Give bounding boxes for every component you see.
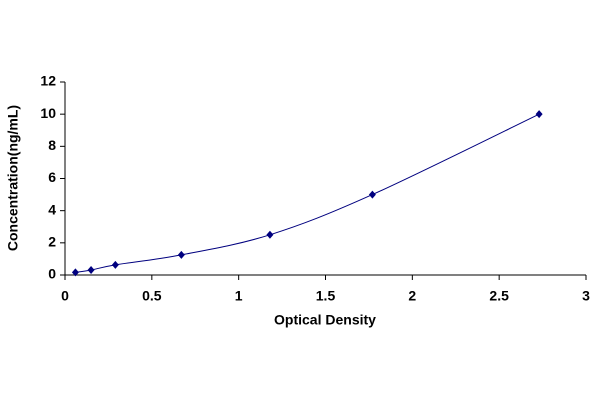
- x-tick-label: 2: [408, 288, 416, 304]
- y-tick-label: 8: [48, 137, 56, 153]
- y-tick-label: 6: [48, 169, 56, 185]
- x-tick-label: 2.5: [489, 288, 509, 304]
- x-tick-label: 0: [61, 288, 69, 304]
- marker: [87, 266, 95, 275]
- x-tick-label: 0.5: [142, 288, 162, 304]
- x-tick-label: 1: [235, 288, 243, 304]
- marker: [71, 268, 79, 277]
- y-tick-label: 10: [40, 105, 56, 121]
- y-tick-label: 12: [40, 73, 56, 89]
- marker: [535, 110, 543, 119]
- marker: [177, 250, 185, 259]
- y-tick-label: 0: [48, 266, 56, 282]
- marker: [368, 190, 376, 199]
- y-tick-label: 2: [48, 234, 56, 250]
- x-tick-label: 1.5: [316, 288, 336, 304]
- y-tick-label: 4: [48, 201, 56, 217]
- y-axis-title: Concentration(ng/mL): [5, 105, 21, 251]
- marker: [111, 260, 119, 269]
- x-axis-title: Optical Density: [274, 312, 376, 328]
- marker: [266, 230, 274, 239]
- curve: [75, 113, 540, 273]
- x-tick-label: 3: [582, 288, 590, 304]
